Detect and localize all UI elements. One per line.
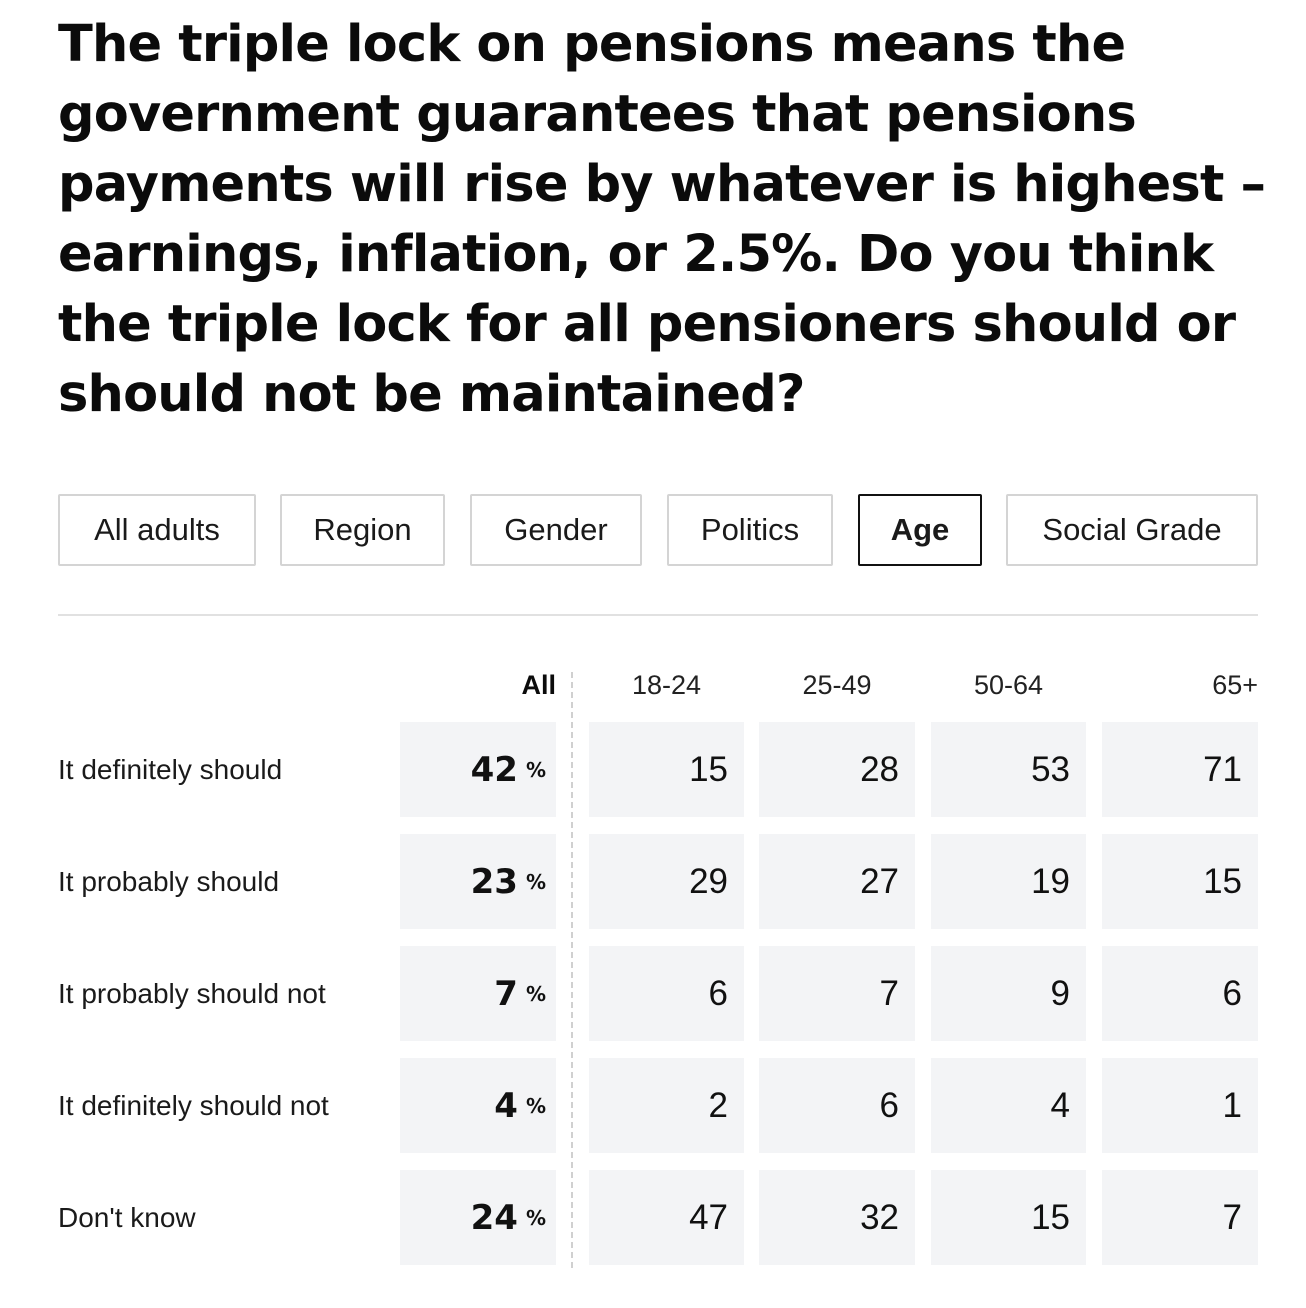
question-title: The triple lock on pensions means the go… xyxy=(58,15,1266,424)
cell-it-probably-should-not-18-24: 6 xyxy=(589,946,744,1041)
all-value: 24 xyxy=(470,1197,518,1238)
crossbreak-tabs: All adults Region Gender Politics Age So… xyxy=(58,494,1258,566)
cell-it-definitely-should-65: 71 xyxy=(1102,722,1258,817)
tab-gender[interactable]: Gender xyxy=(470,494,642,566)
all-value: 7 xyxy=(494,973,518,1014)
tab-politics[interactable]: Politics xyxy=(667,494,833,566)
all-value: 23 xyxy=(470,861,518,902)
tab-age[interactable]: Age xyxy=(858,494,982,566)
cell-it-probably-should-not-65: 6 xyxy=(1102,946,1258,1041)
all-column-separator xyxy=(571,672,573,1268)
cell-it-definitely-should-not-all: 4% xyxy=(400,1058,556,1153)
percent-unit: % xyxy=(525,981,546,1006)
row-label-don-t-know: Don't know xyxy=(58,1202,196,1233)
all-value: 4 xyxy=(494,1085,518,1126)
cell-it-probably-should-25-49: 27 xyxy=(759,834,915,929)
column-header-all: All xyxy=(521,670,556,700)
tab-all-adults[interactable]: All adults xyxy=(58,494,256,566)
row-label-it-definitely-should-not: It definitely should not xyxy=(58,1090,329,1121)
cell-don-t-know-all: 24% xyxy=(400,1170,556,1265)
cell-it-definitely-should-all: 42% xyxy=(400,722,556,817)
percent-unit: % xyxy=(525,1205,546,1230)
percent-unit: % xyxy=(525,869,546,894)
cell-it-definitely-should-not-65: 1 xyxy=(1102,1058,1258,1153)
cell-it-probably-should-50-64: 19 xyxy=(931,834,1086,929)
cell-it-definitely-should-not-25-49: 6 xyxy=(759,1058,915,1153)
cell-it-definitely-should-not-18-24: 2 xyxy=(589,1058,744,1153)
cell-it-probably-should-65: 15 xyxy=(1102,834,1258,929)
column-header-50-64: 50-64 xyxy=(973,670,1044,700)
cell-don-t-know-25-49: 32 xyxy=(759,1170,915,1265)
cell-it-probably-should-all: 23% xyxy=(400,834,556,929)
cell-it-definitely-should-18-24: 15 xyxy=(589,722,744,817)
tab-social-grade[interactable]: Social Grade xyxy=(1006,494,1258,566)
row-label-it-definitely-should: It definitely should xyxy=(58,754,283,785)
column-header-18-24: 18-24 xyxy=(631,670,702,700)
column-header-65: 65+ xyxy=(1212,670,1258,700)
cell-don-t-know-65: 7 xyxy=(1102,1170,1258,1265)
row-label-it-probably-should: It probably should xyxy=(58,866,280,897)
all-value: 42 xyxy=(470,749,518,790)
cell-don-t-know-50-64: 15 xyxy=(931,1170,1086,1265)
cell-it-definitely-should-not-50-64: 4 xyxy=(931,1058,1086,1153)
section-divider xyxy=(58,614,1258,616)
cell-it-definitely-should-25-49: 28 xyxy=(759,722,915,817)
percent-unit: % xyxy=(525,1093,546,1118)
row-label-it-probably-should-not: It probably should not xyxy=(58,978,326,1009)
tab-region[interactable]: Region xyxy=(280,494,445,566)
cell-it-probably-should-not-all: 7% xyxy=(400,946,556,1041)
cell-it-probably-should-not-25-49: 7 xyxy=(759,946,915,1041)
cell-it-definitely-should-50-64: 53 xyxy=(931,722,1086,817)
cell-don-t-know-18-24: 47 xyxy=(589,1170,744,1265)
percent-unit: % xyxy=(525,757,546,782)
cell-it-probably-should-not-50-64: 9 xyxy=(931,946,1086,1041)
cell-it-probably-should-18-24: 29 xyxy=(589,834,744,929)
column-header-25-49: 25-49 xyxy=(802,670,872,700)
